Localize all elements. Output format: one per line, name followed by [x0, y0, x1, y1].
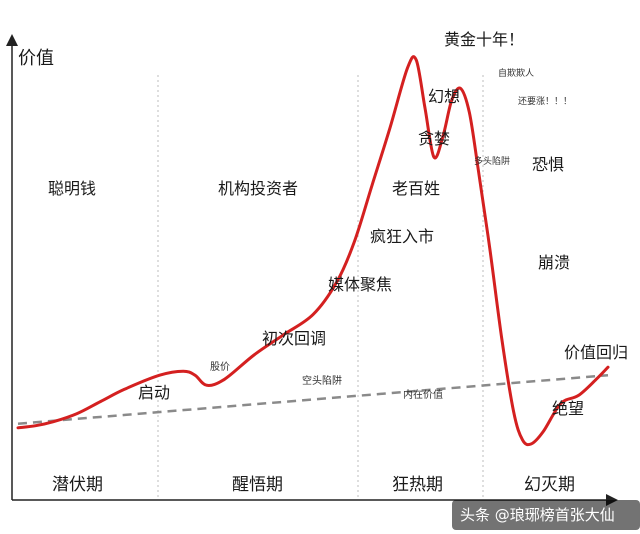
stage-label-fear: 恐惧: [532, 155, 564, 174]
phase-label-latent: 潜伏期: [52, 475, 103, 495]
stage-label-collapse: 崩溃: [538, 253, 570, 272]
stage-label-mania: 疯狂入市: [370, 227, 434, 246]
investor-label-institutions: 机构投资者: [218, 179, 298, 198]
investor-label-retail: 老百姓: [392, 179, 440, 198]
stage-label-greed: 贪婪: [418, 129, 450, 148]
y-axis-label: 价值: [18, 48, 54, 69]
intrinsic-value-line: [17, 373, 609, 425]
phase-label-awakening: 醒悟期: [232, 475, 283, 495]
annotation-still-rising: 还要涨！！！: [518, 95, 572, 107]
annotation-self-deception: 自欺欺人: [498, 67, 534, 79]
watermark-text: 头条 @琅琊榜首张大仙: [460, 506, 615, 524]
annotation-bull-trap: 多头陷阱: [474, 155, 510, 167]
annotation-intrinsic-value: 内在价值: [403, 388, 443, 401]
stage-label-media: 媒体聚焦: [328, 275, 392, 294]
stage-label-first-pullback: 初次回调: [262, 329, 326, 348]
stage-label-return-to-value: 价值回归: [564, 343, 628, 362]
stage-label-delusion: 幻想: [428, 87, 460, 106]
phase-label-disillusion: 幻灭期: [524, 475, 575, 495]
annotation-short-trap: 空头陷阱: [302, 374, 342, 387]
watermark-background: [452, 500, 640, 530]
phase-label-mania: 狂热期: [392, 475, 443, 495]
stage-label-start: 启动: [138, 383, 170, 402]
stage-label-despair: 绝望: [552, 399, 584, 418]
investor-label-smart-money: 聪明钱: [48, 179, 96, 198]
stage-label-peak: 黄金十年！: [444, 30, 524, 49]
annotation-price: 股价: [210, 361, 230, 373]
bubble-curve-line: [16, 55, 610, 447]
